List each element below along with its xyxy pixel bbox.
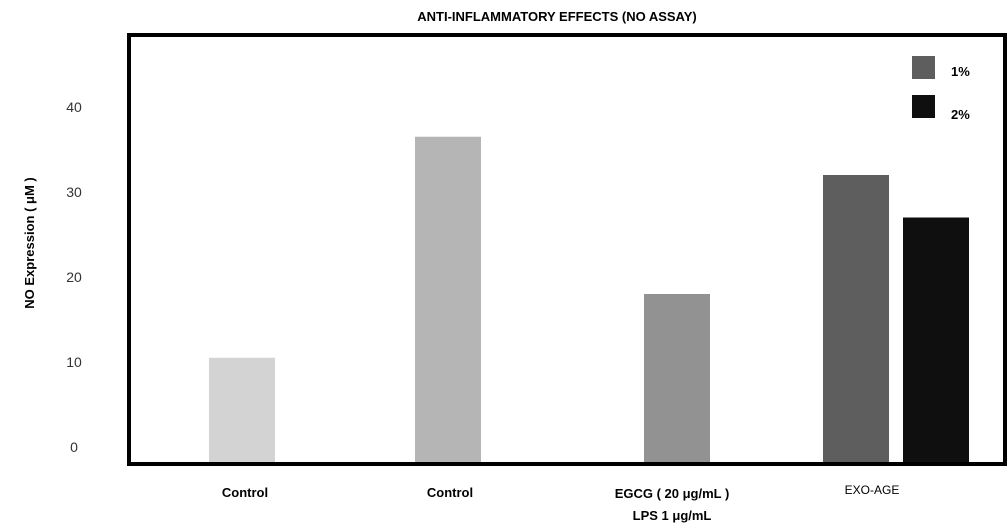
- bar: [903, 217, 969, 463]
- x-category-sublabel: LPS 1 μg/mL: [633, 508, 712, 523]
- legend-label: 2%: [951, 107, 970, 122]
- x-category-label: Control: [427, 485, 473, 500]
- legend: 1% 2%: [912, 56, 970, 122]
- x-category-label: EXO-AGE: [845, 483, 900, 497]
- y-tick-label: 10: [66, 354, 82, 370]
- y-tick-label: 0: [70, 439, 78, 455]
- bar: [823, 175, 889, 463]
- x-category-label: Control: [222, 485, 268, 500]
- legend-swatch: [912, 95, 935, 118]
- chart-title: ANTI-INFLAMMATORY EFFECTS (NO ASSAY): [417, 9, 697, 24]
- plot-frame: [127, 33, 1007, 466]
- bars: [209, 136, 969, 463]
- bar: [209, 357, 275, 463]
- bar: [644, 294, 710, 463]
- bar: [415, 136, 481, 463]
- y-axis-ticks: 0 10 20 30 40: [66, 99, 82, 455]
- legend-label: 1%: [951, 64, 970, 79]
- y-tick-label: 40: [66, 99, 82, 115]
- y-tick-label: 30: [66, 184, 82, 200]
- y-tick-label: 20: [66, 269, 82, 285]
- x-axis-categories: Control Control EGCG ( 20 μg/mL ) LPS 1 μg/…: [222, 483, 899, 523]
- y-axis-label: NO Expression ( μM ): [22, 177, 37, 308]
- legend-swatch: [912, 56, 935, 79]
- x-category-label: EGCG ( 20 μg/mL ): [615, 486, 730, 501]
